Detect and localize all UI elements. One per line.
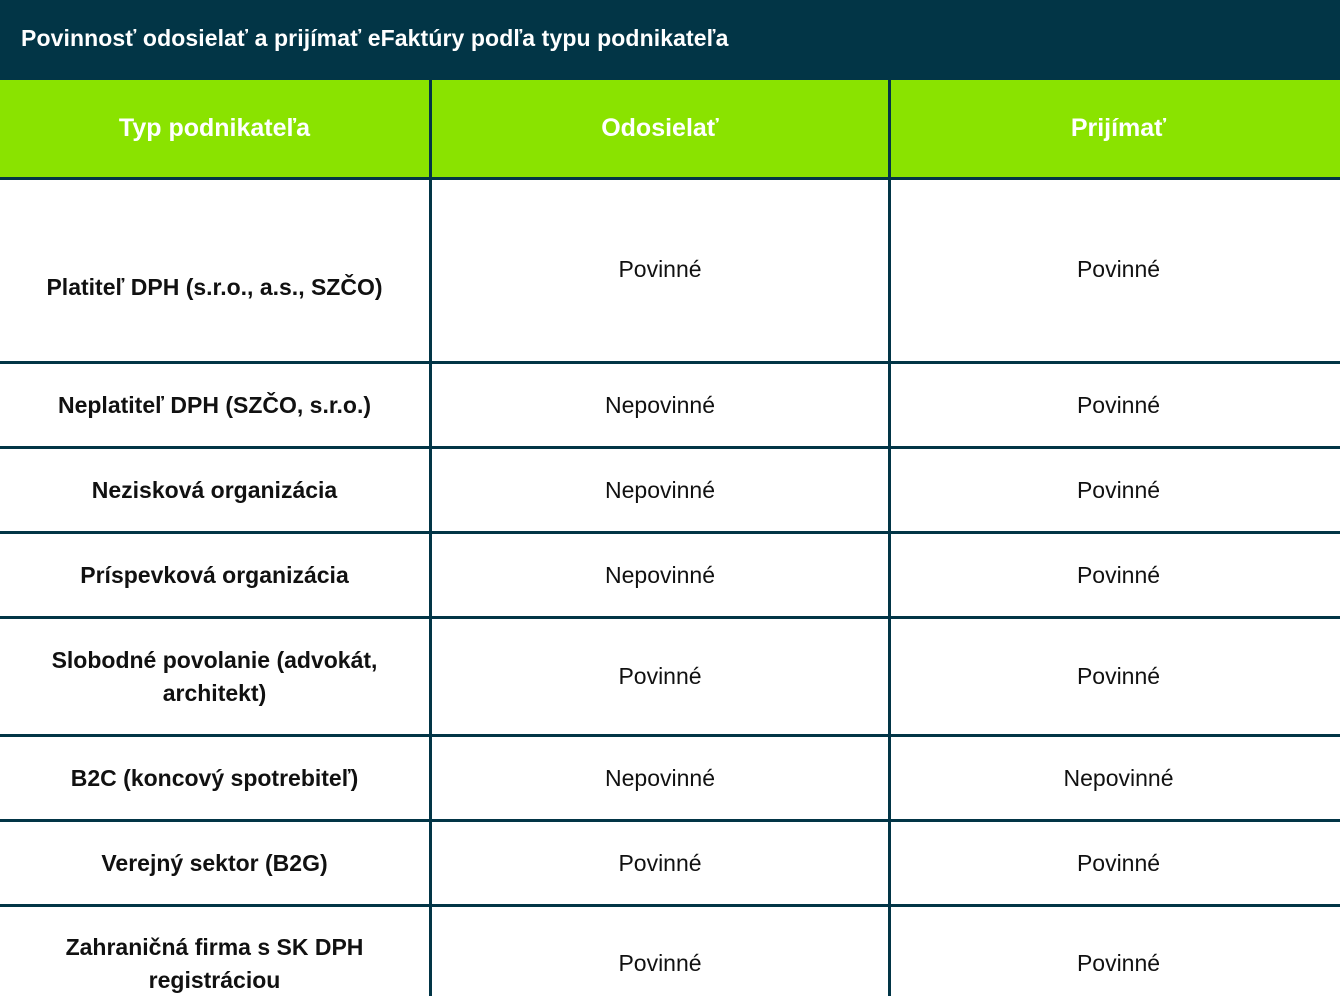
- row-send-cell: Povinné: [432, 907, 888, 996]
- row-send-cell: Povinné: [432, 180, 888, 361]
- row-type-cell: Príspevková organizácia: [0, 534, 429, 616]
- row-type-cell: Nezisková organizácia: [0, 449, 429, 531]
- column-header-receive: Prijímať: [891, 80, 1340, 177]
- row-receive-cell: Povinné: [891, 449, 1340, 531]
- row-send-cell: Nepovinné: [432, 449, 888, 531]
- column-header-send: Odosielať: [432, 80, 888, 177]
- column-header-type: Typ podnikateľa: [0, 80, 429, 177]
- row-receive-cell: Povinné: [891, 364, 1340, 446]
- page-title: Povinnosť odosielať a prijímať eFaktúry …: [21, 24, 729, 51]
- row-type-cell: Platiteľ DPH (s.r.o., a.s., SZČO): [0, 180, 429, 361]
- row-receive-cell: Povinné: [891, 619, 1340, 734]
- row-type-cell: Zahraničná firma s SK DPH registráciou: [0, 907, 429, 996]
- row-type-cell: Neplatiteľ DPH (SZČO, s.r.o.): [0, 364, 429, 446]
- obligations-table: Typ podnikateľa Odosielať Prijímať Plati…: [0, 80, 1340, 996]
- row-send-cell: Povinné: [432, 619, 888, 734]
- row-send-cell: Nepovinné: [432, 737, 888, 819]
- row-receive-cell: Povinné: [891, 180, 1340, 361]
- title-bar: Povinnosť odosielať a prijímať eFaktúry …: [0, 0, 1340, 80]
- row-send-cell: Nepovinné: [432, 534, 888, 616]
- row-receive-cell: Nepovinné: [891, 737, 1340, 819]
- row-receive-cell: Povinné: [891, 822, 1340, 904]
- row-send-cell: Povinné: [432, 822, 888, 904]
- row-receive-cell: Povinné: [891, 907, 1340, 996]
- row-type-cell: B2C (koncový spotrebiteľ): [0, 737, 429, 819]
- row-type-cell: Verejný sektor (B2G): [0, 822, 429, 904]
- row-receive-cell: Povinné: [891, 534, 1340, 616]
- row-type-cell: Slobodné povolanie (advokát, architekt): [0, 619, 429, 734]
- row-send-cell: Nepovinné: [432, 364, 888, 446]
